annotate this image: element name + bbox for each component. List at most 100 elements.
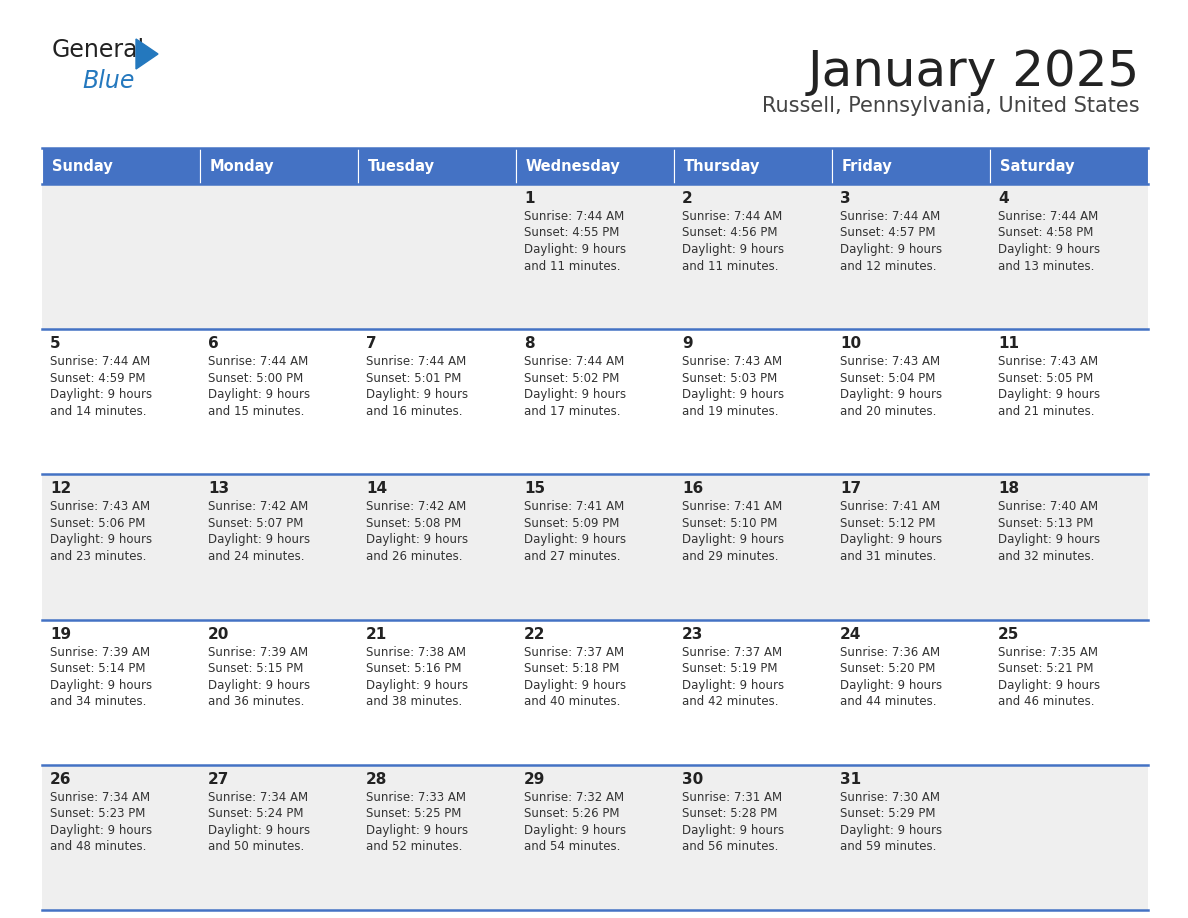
Text: Sunset: 5:01 PM: Sunset: 5:01 PM <box>366 372 461 385</box>
Text: Sunrise: 7:41 AM: Sunrise: 7:41 AM <box>840 500 940 513</box>
Text: Sunset: 4:57 PM: Sunset: 4:57 PM <box>840 227 935 240</box>
Text: January 2025: January 2025 <box>808 48 1140 96</box>
Text: Sunset: 5:25 PM: Sunset: 5:25 PM <box>366 807 461 821</box>
Text: Sunrise: 7:44 AM: Sunrise: 7:44 AM <box>208 355 308 368</box>
Text: 12: 12 <box>50 481 71 497</box>
Text: Daylight: 9 hours: Daylight: 9 hours <box>524 533 626 546</box>
Text: 24: 24 <box>840 627 861 642</box>
Text: Daylight: 9 hours: Daylight: 9 hours <box>682 533 784 546</box>
Text: 18: 18 <box>998 481 1019 497</box>
Text: and 38 minutes.: and 38 minutes. <box>366 695 462 708</box>
Text: Daylight: 9 hours: Daylight: 9 hours <box>840 388 942 401</box>
Bar <box>42 330 200 475</box>
Text: Sunset: 5:12 PM: Sunset: 5:12 PM <box>840 517 935 530</box>
Text: Sunrise: 7:43 AM: Sunrise: 7:43 AM <box>840 355 940 368</box>
Text: and 13 minutes.: and 13 minutes. <box>998 260 1094 273</box>
Text: Daylight: 9 hours: Daylight: 9 hours <box>366 533 468 546</box>
Text: Daylight: 9 hours: Daylight: 9 hours <box>682 388 784 401</box>
Text: 27: 27 <box>208 772 229 787</box>
Text: Sunset: 4:59 PM: Sunset: 4:59 PM <box>50 372 145 385</box>
Text: and 24 minutes.: and 24 minutes. <box>208 550 304 563</box>
Text: and 16 minutes.: and 16 minutes. <box>366 405 462 418</box>
Bar <box>358 148 516 184</box>
Text: Sunset: 5:13 PM: Sunset: 5:13 PM <box>998 517 1093 530</box>
Text: Sunset: 5:05 PM: Sunset: 5:05 PM <box>998 372 1093 385</box>
Bar <box>674 620 832 765</box>
Text: Daylight: 9 hours: Daylight: 9 hours <box>524 823 626 837</box>
Text: 17: 17 <box>840 481 861 497</box>
Text: 20: 20 <box>208 627 229 642</box>
Text: Daylight: 9 hours: Daylight: 9 hours <box>208 678 310 691</box>
Text: 23: 23 <box>682 627 703 642</box>
Bar <box>358 620 516 765</box>
Text: Daylight: 9 hours: Daylight: 9 hours <box>682 678 784 691</box>
Text: Sunrise: 7:31 AM: Sunrise: 7:31 AM <box>682 790 782 804</box>
Text: and 52 minutes.: and 52 minutes. <box>366 840 462 854</box>
Text: Sunrise: 7:36 AM: Sunrise: 7:36 AM <box>840 645 940 658</box>
Text: Sunset: 5:20 PM: Sunset: 5:20 PM <box>840 662 935 675</box>
Text: and 11 minutes.: and 11 minutes. <box>682 260 778 273</box>
Text: Friday: Friday <box>842 159 892 174</box>
Text: Sunset: 5:14 PM: Sunset: 5:14 PM <box>50 662 145 675</box>
Text: 19: 19 <box>50 627 71 642</box>
Text: 10: 10 <box>840 336 861 352</box>
Text: Daylight: 9 hours: Daylight: 9 hours <box>208 533 310 546</box>
Text: Thursday: Thursday <box>684 159 760 174</box>
Text: Sunrise: 7:39 AM: Sunrise: 7:39 AM <box>208 645 308 658</box>
Text: Sunrise: 7:41 AM: Sunrise: 7:41 AM <box>682 500 782 513</box>
Text: Sunrise: 7:44 AM: Sunrise: 7:44 AM <box>366 355 466 368</box>
Text: and 34 minutes.: and 34 minutes. <box>50 695 146 708</box>
Bar <box>358 184 516 330</box>
Text: Daylight: 9 hours: Daylight: 9 hours <box>840 823 942 837</box>
Text: Saturday: Saturday <box>1000 159 1074 174</box>
Text: Tuesday: Tuesday <box>368 159 435 174</box>
Text: Sunday: Sunday <box>52 159 113 174</box>
Text: Sunrise: 7:44 AM: Sunrise: 7:44 AM <box>524 355 624 368</box>
Text: 3: 3 <box>840 191 851 206</box>
Text: Sunrise: 7:33 AM: Sunrise: 7:33 AM <box>366 790 466 804</box>
Text: Sunset: 5:10 PM: Sunset: 5:10 PM <box>682 517 777 530</box>
Text: Sunrise: 7:37 AM: Sunrise: 7:37 AM <box>682 645 782 658</box>
Text: and 50 minutes.: and 50 minutes. <box>208 840 304 854</box>
Bar <box>832 475 990 620</box>
Bar <box>674 330 832 475</box>
Text: Sunrise: 7:43 AM: Sunrise: 7:43 AM <box>50 500 150 513</box>
Text: 30: 30 <box>682 772 703 787</box>
Text: and 32 minutes.: and 32 minutes. <box>998 550 1094 563</box>
Text: and 26 minutes.: and 26 minutes. <box>366 550 462 563</box>
Text: and 31 minutes.: and 31 minutes. <box>840 550 936 563</box>
Text: Sunset: 5:15 PM: Sunset: 5:15 PM <box>208 662 303 675</box>
Bar <box>990 620 1148 765</box>
Text: Sunset: 4:55 PM: Sunset: 4:55 PM <box>524 227 619 240</box>
Bar <box>990 475 1148 620</box>
Text: Daylight: 9 hours: Daylight: 9 hours <box>524 678 626 691</box>
Text: 16: 16 <box>682 481 703 497</box>
Bar <box>674 765 832 910</box>
Bar <box>516 765 674 910</box>
Text: 26: 26 <box>50 772 71 787</box>
Bar <box>516 184 674 330</box>
Text: and 19 minutes.: and 19 minutes. <box>682 405 778 418</box>
Text: Sunrise: 7:34 AM: Sunrise: 7:34 AM <box>50 790 150 804</box>
Bar <box>516 330 674 475</box>
Text: Daylight: 9 hours: Daylight: 9 hours <box>50 678 152 691</box>
Text: Sunrise: 7:38 AM: Sunrise: 7:38 AM <box>366 645 466 658</box>
Text: Sunset: 5:24 PM: Sunset: 5:24 PM <box>208 807 303 821</box>
Text: 25: 25 <box>998 627 1019 642</box>
Bar <box>990 184 1148 330</box>
Bar <box>42 765 200 910</box>
Text: 6: 6 <box>208 336 219 352</box>
Bar <box>200 620 358 765</box>
Bar <box>674 184 832 330</box>
Bar <box>674 148 832 184</box>
Text: Sunset: 5:07 PM: Sunset: 5:07 PM <box>208 517 303 530</box>
Text: Sunrise: 7:44 AM: Sunrise: 7:44 AM <box>840 210 940 223</box>
Text: Sunset: 5:04 PM: Sunset: 5:04 PM <box>840 372 935 385</box>
Bar <box>832 620 990 765</box>
Text: and 40 minutes.: and 40 minutes. <box>524 695 620 708</box>
Bar <box>42 475 200 620</box>
Text: Sunrise: 7:32 AM: Sunrise: 7:32 AM <box>524 790 624 804</box>
Text: Sunrise: 7:40 AM: Sunrise: 7:40 AM <box>998 500 1098 513</box>
Text: and 29 minutes.: and 29 minutes. <box>682 550 778 563</box>
Text: and 14 minutes.: and 14 minutes. <box>50 405 146 418</box>
